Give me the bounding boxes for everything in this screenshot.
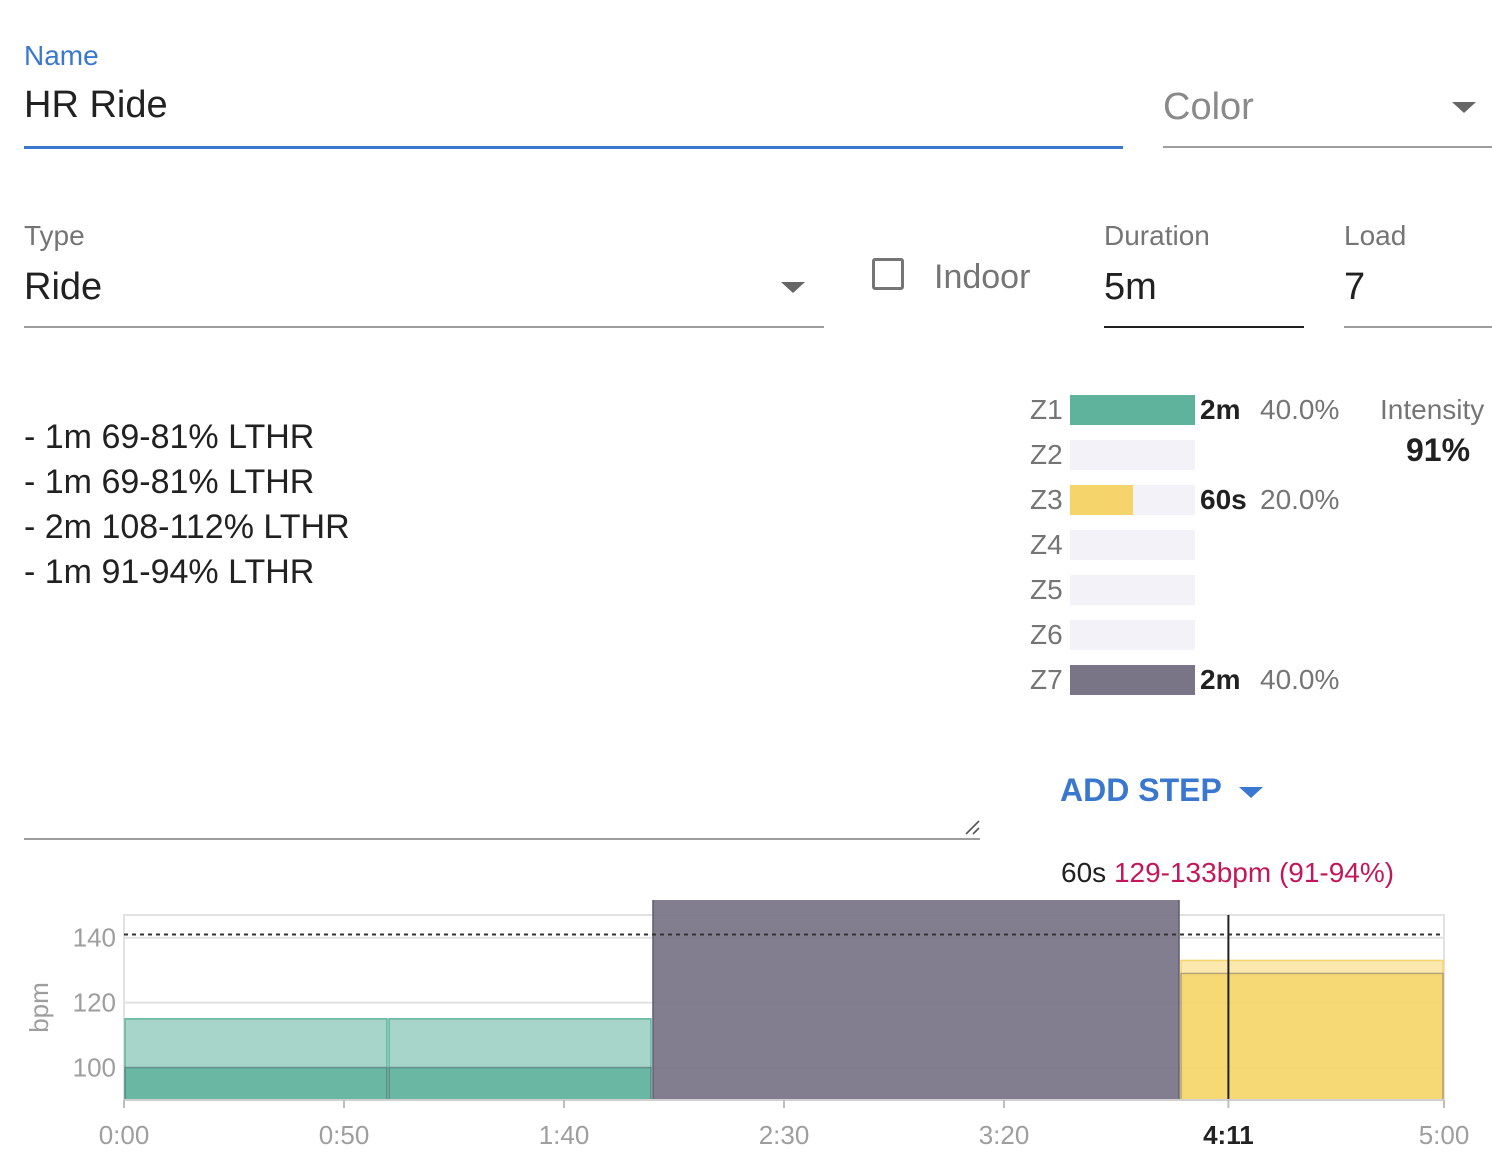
cursor-time-label: 4:11 [1203,1120,1254,1150]
workout-step [652,900,1180,1101]
load-label: Load [1344,220,1407,251]
step-bar [1180,972,1444,1101]
y-tick-label: 140 [73,923,116,953]
name-input[interactable]: HR Ride [24,84,168,126]
hover-detail: 129-133bpm (91-94%) [1113,857,1395,888]
type-label: Type [24,220,85,251]
indoor-label: Indoor [934,258,1031,296]
hover-duration: 60s [1061,857,1107,888]
step-bar [124,1066,388,1101]
workout-chart[interactable]: 100 120 140 0:00 0:50 1:40 2:30 3:20 4:11 5:00 bpm [0,900,1492,1170]
zone-bar [1070,530,1195,560]
add-step-label: ADD STEP [1060,772,1222,808]
y-tick-label: 100 [73,1053,116,1083]
add-step-button[interactable]: ADD STEP [1058,770,1278,814]
description-line: - 1m 91-94% LTHR [24,553,315,591]
name-label: Name [24,40,99,71]
description-underline [24,838,980,840]
intensity-block: Intensity 91% [1376,392,1492,472]
type-select[interactable]: Type Ride [24,220,824,332]
duration-input[interactable]: 5m [1104,266,1157,308]
zone-bar [1070,395,1195,425]
zone-bar [1070,665,1195,695]
indoor-checkbox[interactable]: Indoor [870,258,1040,298]
type-value: Ride [24,266,103,308]
zone-bar [1070,575,1195,605]
duration-underline [1104,326,1304,328]
zone-bar [1070,620,1195,650]
color-select[interactable]: Color [1163,82,1492,150]
checkbox-icon[interactable] [872,258,904,290]
intensity-value: 91% [1406,432,1471,468]
y-tick-label: 120 [73,988,116,1018]
intensity-label: Intensity [1380,394,1485,425]
zone-label: Z5 [1030,574,1063,605]
zone-bar-fill [1070,665,1195,695]
zone-label: Z6 [1030,619,1063,650]
resize-handle-icon[interactable] [964,819,980,835]
chevron-down-icon [1452,102,1476,113]
x-tick-label: 1:40 [539,1120,590,1150]
zone-time: 2m [1200,664,1241,695]
description-line: - 1m 69-81% LTHR [24,463,315,501]
color-placeholder: Color [1163,86,1254,128]
step-hover-info: 60s 129-133bpm (91-94%) [1061,857,1394,889]
step-bar [388,1066,652,1101]
load-value: 7 [1344,266,1366,308]
zone-label: Z4 [1030,529,1063,560]
chevron-down-icon [781,282,805,293]
x-tick-label: 0:50 [319,1120,370,1150]
zone-bar [1070,440,1195,470]
x-tick-label: 5:00 [1419,1120,1470,1150]
workout-step [388,1018,652,1101]
x-tick-label: 2:30 [759,1120,810,1150]
name-underline [24,146,1123,149]
zone-time: 2m [1200,394,1241,425]
load-underline [1344,326,1492,328]
load-field: Load 7 [1344,220,1492,332]
zone-label: Z7 [1030,664,1063,695]
zone-percent: 20.0% [1260,484,1340,515]
zone-bar-fill [1070,485,1133,515]
workout-step [1180,959,1444,1101]
step-bar [652,900,1180,1101]
type-underline [24,326,824,328]
description-textarea[interactable]: - 1m 69-81% LTHR - 1m 69-81% LTHR - 2m 1… [24,415,980,840]
x-tick-label: 0:00 [99,1120,150,1150]
duration-field[interactable]: Duration 5m [1104,220,1304,332]
zone-label: Z1 [1030,394,1063,425]
y-axis-label: bpm [24,982,54,1033]
zone-label: Z3 [1030,484,1063,515]
zone-percent: 40.0% [1260,664,1340,695]
x-tick-label: 3:20 [979,1120,1030,1150]
zone-percent: 40.0% [1260,394,1340,425]
zone-time: 60s [1200,484,1247,515]
description-line: - 1m 69-81% LTHR [24,418,315,456]
workout-step [124,1018,388,1101]
name-field[interactable]: Name HR Ride [24,38,1124,150]
description-line: - 2m 108-112% LTHR [24,508,350,546]
duration-label: Duration [1104,220,1210,251]
chevron-down-icon [1239,787,1263,798]
zone-label: Z2 [1030,439,1063,470]
color-underline [1163,146,1492,148]
zone-bar [1070,485,1195,515]
zone-bar-fill [1070,395,1195,425]
